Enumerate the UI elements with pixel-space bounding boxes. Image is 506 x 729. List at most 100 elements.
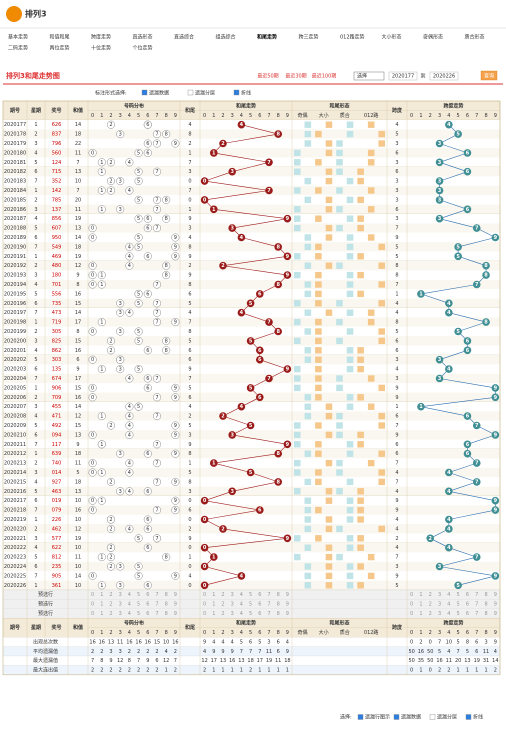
preselect-digit[interactable]: 6	[466, 602, 469, 608]
preselect-digit[interactable]: 1	[212, 592, 215, 598]
preselect-digit[interactable]: 0	[410, 602, 413, 608]
option-checkbox[interactable]	[187, 89, 194, 96]
preselect-digit[interactable]: 5	[457, 592, 460, 598]
preselect-digit[interactable]: 2	[109, 592, 112, 598]
range-link[interactable]: 最近50期	[257, 73, 278, 80]
preselect-digit[interactable]: 5	[249, 592, 252, 598]
nav-link[interactable]: 和值和尾	[50, 34, 70, 41]
preselect-digit[interactable]: 5	[457, 611, 460, 617]
nav-link[interactable]: 十位走势	[91, 45, 111, 52]
preselect-digit[interactable]: 3	[438, 592, 441, 598]
option-checkbox[interactable]	[233, 89, 240, 96]
preselect-digit[interactable]: 7	[267, 602, 270, 608]
option-label[interactable]: 遗漏数据	[149, 90, 169, 97]
preselect-digit[interactable]: 7	[475, 602, 478, 608]
preselect-digit[interactable]: 8	[165, 611, 168, 617]
preselect-digit[interactable]: 8	[165, 592, 168, 598]
preselect-digit[interactable]: 3	[119, 592, 122, 598]
start-value[interactable]: 2020177	[392, 74, 414, 80]
footer-checkbox[interactable]	[465, 714, 472, 720]
preselect-digit[interactable]: 8	[484, 592, 487, 598]
preselect-digit[interactable]: 3	[438, 602, 441, 608]
nav-link[interactable]: 和尾走势	[256, 34, 277, 41]
preselect-digit[interactable]: 2	[221, 602, 224, 608]
preselect-digit[interactable]: 1	[419, 611, 422, 617]
option-label[interactable]: 遗漏分层	[195, 90, 215, 97]
preselect-digit[interactable]: 7	[267, 592, 270, 598]
option-checkbox[interactable]	[141, 89, 148, 96]
preselect-digit[interactable]: 1	[100, 611, 103, 617]
footer-checkbox[interactable]	[429, 714, 436, 720]
range-select-label[interactable]: 选择	[357, 73, 367, 80]
preselect-digit[interactable]: 2	[221, 611, 224, 617]
preselect-digit[interactable]: 2	[429, 592, 432, 598]
nav-link[interactable]: 跨度走势	[91, 34, 111, 41]
footer-checkbox[interactable]	[393, 714, 400, 720]
range-link[interactable]: 最近100期	[312, 73, 337, 80]
preselect-digit[interactable]: 8	[165, 602, 168, 608]
preselect-digit[interactable]: 0	[203, 611, 206, 617]
footer-checkbox[interactable]	[357, 714, 364, 720]
range-link[interactable]: 最近30期	[285, 73, 306, 80]
preselect-digit[interactable]: 9	[286, 602, 289, 608]
preselect-digit[interactable]: 6	[146, 602, 149, 608]
preselect-digit[interactable]: 2	[221, 592, 224, 598]
preselect-digit[interactable]: 0	[410, 592, 413, 598]
preselect-digit[interactable]: 1	[212, 611, 215, 617]
range-select[interactable]	[353, 71, 385, 81]
preselect-digit[interactable]: 9	[494, 602, 497, 608]
preselect-digit[interactable]: 8	[277, 592, 280, 598]
preselect-digit[interactable]: 6	[258, 611, 261, 617]
query-button[interactable]	[480, 70, 498, 81]
preselect-digit[interactable]: 7	[155, 592, 158, 598]
preselect-digit[interactable]: 9	[286, 611, 289, 617]
preselect-digit[interactable]: 3	[231, 592, 234, 598]
preselect-digit[interactable]: 0	[91, 602, 94, 608]
preselect-digit[interactable]: 4	[128, 611, 131, 617]
preselect-digit[interactable]: 1	[100, 592, 103, 598]
preselect-digit[interactable]: 0	[203, 602, 206, 608]
footer-option-label[interactable]: 折线	[473, 714, 483, 721]
nav-link[interactable]: 直选形态	[133, 34, 153, 41]
preselect-digit[interactable]: 7	[155, 602, 158, 608]
preselect-digit[interactable]: 3	[119, 602, 122, 608]
preselect-digit[interactable]: 6	[258, 592, 261, 598]
nav-link[interactable]: 个位走势	[133, 45, 153, 52]
footer-option-label[interactable]: 遗漏分层	[437, 714, 457, 721]
preselect-digit[interactable]: 9	[494, 592, 497, 598]
nav-link[interactable]: 两位走势	[50, 45, 70, 52]
nav-link[interactable]: 组选综合	[216, 34, 236, 41]
preselect-digit[interactable]: 6	[258, 602, 261, 608]
preselect-digit[interactable]: 3	[438, 611, 441, 617]
preselect-digit[interactable]: 5	[137, 611, 140, 617]
preselect-digit[interactable]: 7	[267, 611, 270, 617]
start-input[interactable]	[388, 71, 418, 81]
preselect-digit[interactable]: 0	[203, 592, 206, 598]
footer-option-label[interactable]: 遗漏数据	[401, 714, 421, 721]
preselect-digit[interactable]: 3	[231, 602, 234, 608]
nav-link[interactable]: 大小形态	[382, 34, 402, 41]
nav-link[interactable]: 二码走势	[8, 45, 28, 52]
preselect-digit[interactable]: 2	[109, 602, 112, 608]
nav-link[interactable]: 直选综合	[174, 34, 194, 41]
preselect-digit[interactable]: 5	[137, 592, 140, 598]
preselect-digit[interactable]: 4	[447, 611, 450, 617]
preselect-digit[interactable]: 7	[475, 611, 478, 617]
preselect-digit[interactable]: 5	[457, 602, 460, 608]
preselect-digit[interactable]: 4	[447, 602, 450, 608]
preselect-digit[interactable]: 6	[466, 592, 469, 598]
preselect-digit[interactable]: 4	[128, 592, 131, 598]
nav-link[interactable]: 基本走势	[8, 34, 28, 41]
nav-link[interactable]: 质合形态	[465, 34, 485, 41]
nav-link[interactable]: 奇偶形态	[423, 34, 443, 41]
preselect-digit[interactable]: 5	[249, 602, 252, 608]
preselect-digit[interactable]: 8	[484, 602, 487, 608]
preselect-digit[interactable]: 4	[240, 602, 243, 608]
preselect-digit[interactable]: 9	[174, 602, 177, 608]
preselect-digit[interactable]: 4	[447, 592, 450, 598]
preselect-digit[interactable]: 8	[277, 611, 280, 617]
query-label[interactable]: 查询	[484, 73, 494, 80]
preselect-digit[interactable]: 1	[419, 592, 422, 598]
preselect-digit[interactable]: 7	[155, 611, 158, 617]
preselect-digit[interactable]: 0	[91, 592, 94, 598]
